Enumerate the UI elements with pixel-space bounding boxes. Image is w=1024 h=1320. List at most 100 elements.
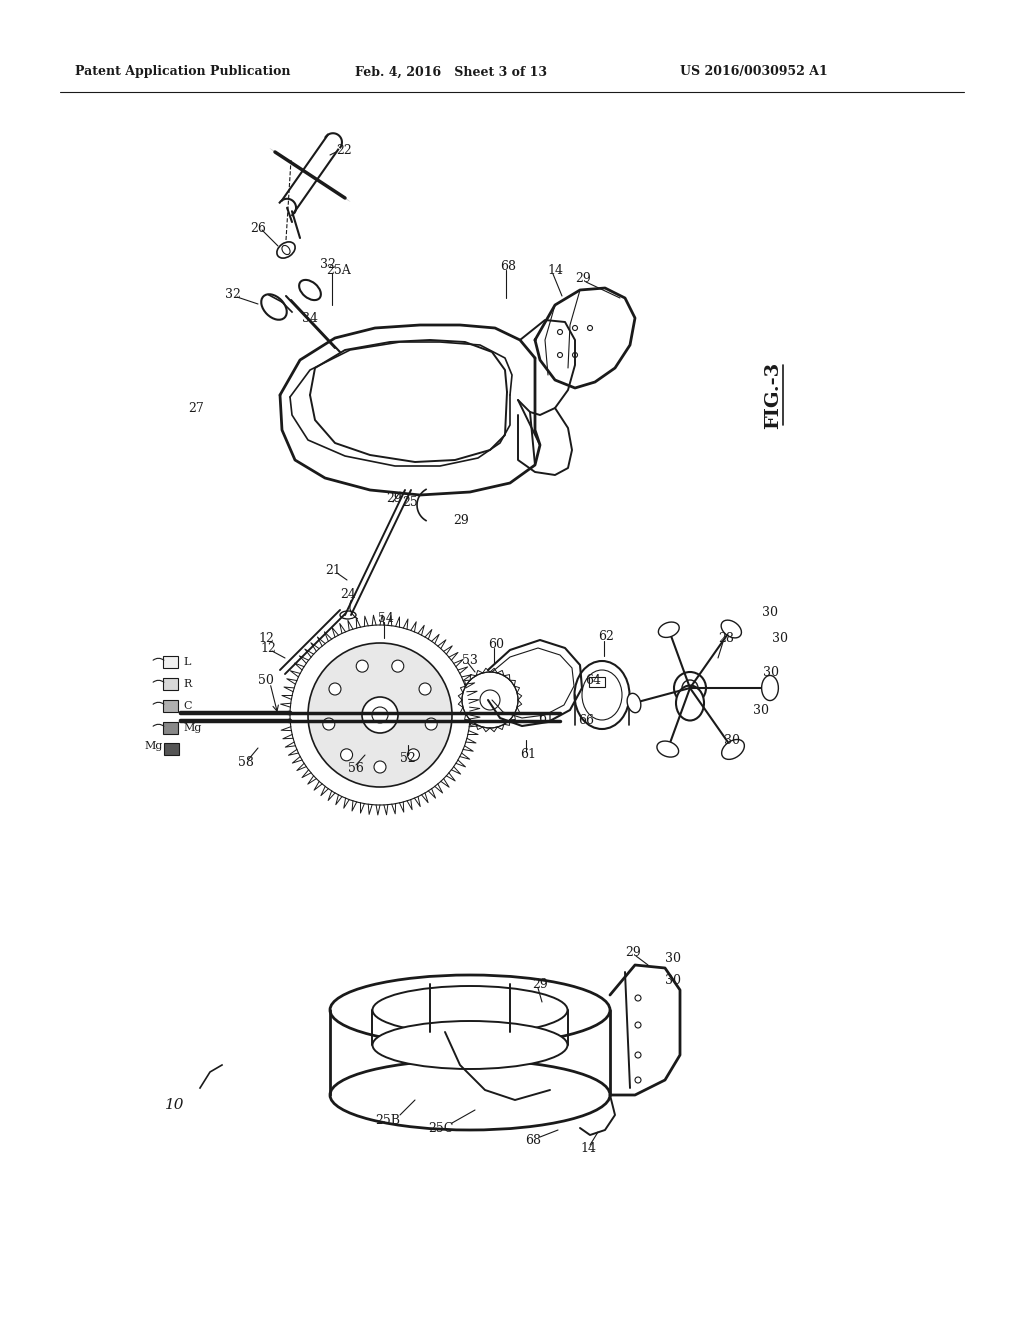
Text: 25B: 25B — [375, 1114, 400, 1126]
Text: 34: 34 — [302, 312, 318, 325]
Ellipse shape — [329, 682, 341, 696]
Text: 24: 24 — [340, 589, 356, 602]
Text: 60: 60 — [488, 638, 504, 651]
Text: 68: 68 — [525, 1134, 541, 1147]
Text: 68: 68 — [500, 260, 516, 272]
Text: 26: 26 — [250, 222, 266, 235]
Circle shape — [290, 624, 470, 805]
Text: 30: 30 — [772, 631, 788, 644]
Circle shape — [362, 697, 398, 733]
Ellipse shape — [356, 660, 369, 672]
Text: 29: 29 — [625, 945, 641, 958]
Text: FIG.-3: FIG.-3 — [764, 362, 782, 429]
Ellipse shape — [582, 671, 622, 719]
Text: Patent Application Publication: Patent Application Publication — [75, 66, 291, 78]
Text: 61: 61 — [520, 748, 536, 762]
Text: 30: 30 — [665, 952, 681, 965]
Ellipse shape — [419, 682, 431, 696]
Text: 50: 50 — [258, 673, 273, 686]
Text: 56: 56 — [348, 762, 364, 775]
Text: 66: 66 — [578, 714, 594, 726]
Text: 62: 62 — [598, 631, 613, 644]
Circle shape — [308, 643, 452, 787]
Bar — [589, 677, 605, 686]
Ellipse shape — [282, 246, 290, 255]
Ellipse shape — [276, 242, 295, 259]
Text: 21: 21 — [325, 564, 341, 577]
Text: 32: 32 — [225, 289, 241, 301]
Bar — [164, 743, 179, 755]
Text: 64: 64 — [585, 673, 601, 686]
Text: 30: 30 — [724, 734, 740, 747]
Text: 30: 30 — [665, 974, 681, 986]
Text: 22: 22 — [336, 144, 352, 157]
Circle shape — [557, 330, 562, 334]
Text: 53: 53 — [462, 653, 478, 667]
Text: 29: 29 — [532, 978, 548, 991]
Bar — [163, 656, 178, 668]
Polygon shape — [721, 620, 741, 638]
Text: US 2016/0030952 A1: US 2016/0030952 A1 — [680, 66, 827, 78]
Circle shape — [682, 680, 698, 696]
Bar — [163, 700, 178, 711]
Text: 29: 29 — [575, 272, 591, 285]
Circle shape — [572, 326, 578, 330]
Text: 52: 52 — [400, 751, 416, 764]
Polygon shape — [658, 622, 679, 638]
Ellipse shape — [373, 986, 567, 1034]
Ellipse shape — [330, 1060, 610, 1130]
Ellipse shape — [299, 280, 321, 300]
Circle shape — [496, 1028, 504, 1036]
Circle shape — [372, 708, 388, 723]
Circle shape — [480, 690, 500, 710]
Text: 12: 12 — [258, 631, 273, 644]
Ellipse shape — [392, 660, 403, 672]
Ellipse shape — [574, 661, 630, 729]
Bar — [163, 678, 178, 690]
Bar — [163, 722, 178, 734]
Text: 30: 30 — [762, 606, 778, 619]
Ellipse shape — [323, 718, 335, 730]
Circle shape — [462, 672, 518, 729]
Circle shape — [557, 352, 562, 358]
Circle shape — [635, 1052, 641, 1059]
Ellipse shape — [408, 748, 420, 760]
Circle shape — [635, 1077, 641, 1082]
Text: 25A: 25A — [326, 264, 351, 276]
Text: 29: 29 — [453, 513, 469, 527]
Text: 30: 30 — [753, 704, 769, 717]
Ellipse shape — [425, 718, 437, 730]
Text: 58: 58 — [238, 755, 254, 768]
Text: 12: 12 — [260, 642, 275, 655]
Circle shape — [635, 1022, 641, 1028]
Text: 61: 61 — [538, 711, 554, 725]
Text: Feb. 4, 2016   Sheet 3 of 13: Feb. 4, 2016 Sheet 3 of 13 — [355, 66, 547, 78]
Ellipse shape — [373, 1020, 567, 1069]
Text: 25: 25 — [402, 495, 418, 508]
Text: Mg: Mg — [183, 723, 202, 733]
Polygon shape — [762, 676, 778, 701]
Ellipse shape — [676, 685, 705, 721]
Ellipse shape — [340, 611, 356, 619]
Text: 30: 30 — [763, 667, 779, 680]
Text: 54: 54 — [378, 611, 394, 624]
Text: L: L — [183, 657, 190, 667]
Circle shape — [588, 326, 593, 330]
Polygon shape — [656, 741, 679, 758]
Text: 32: 32 — [319, 259, 336, 272]
Circle shape — [280, 615, 480, 814]
Circle shape — [674, 672, 706, 704]
Ellipse shape — [341, 748, 352, 760]
Text: 10: 10 — [165, 1098, 184, 1111]
Text: C: C — [183, 701, 191, 711]
Polygon shape — [722, 739, 744, 759]
Text: 14: 14 — [580, 1142, 596, 1155]
Circle shape — [635, 995, 641, 1001]
Circle shape — [436, 1028, 444, 1036]
Text: 27: 27 — [188, 401, 204, 414]
Ellipse shape — [261, 294, 287, 319]
Text: Mg: Mg — [144, 741, 163, 751]
Text: R: R — [183, 678, 191, 689]
Polygon shape — [627, 693, 641, 713]
Text: 28: 28 — [718, 631, 734, 644]
